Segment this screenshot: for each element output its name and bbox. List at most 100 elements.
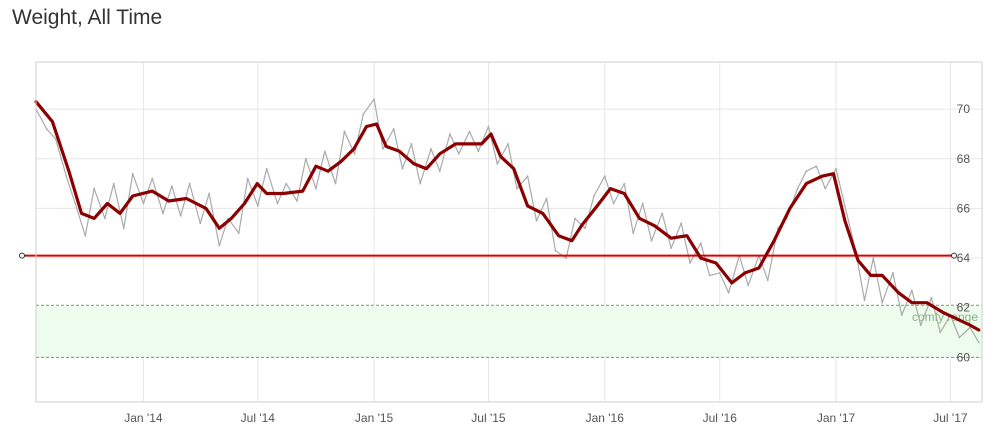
raw-weight-point: [872, 257, 875, 259]
goal-line[interactable]: [19, 252, 957, 259]
raw-weight-point: [487, 125, 490, 128]
raw-weight-point: [449, 133, 451, 135]
raw-weight-point: [727, 291, 730, 294]
raw-weight-point: [939, 331, 942, 334]
raw-weight-point: [468, 130, 471, 133]
raw-weight-point: [958, 336, 961, 339]
raw-weight-point: [208, 192, 211, 195]
raw-weight-point: [285, 182, 288, 185]
raw-weight-point: [93, 187, 96, 190]
raw-weight-point: [45, 128, 48, 130]
raw-weight-point: [142, 202, 145, 205]
raw-weight-point: [593, 195, 595, 197]
raw-weight-point: [641, 202, 644, 205]
raw-weight-point: [457, 152, 460, 155]
y-tick-label: 66: [957, 201, 971, 215]
raw-weight-point: [584, 227, 587, 230]
raw-weight-point: [930, 296, 933, 299]
raw-weight-point: [623, 182, 626, 185]
raw-weight-point: [334, 182, 337, 185]
raw-weight-point: [323, 150, 326, 153]
y-tick-label: 60: [957, 350, 971, 364]
raw-weight-point: [977, 341, 980, 344]
raw-weight-point: [881, 301, 884, 304]
raw-weight-point: [343, 130, 346, 133]
raw-weight-point: [565, 257, 568, 259]
target-band-fill: [36, 305, 982, 358]
raw-weight-point: [545, 197, 548, 200]
chart-title: Weight, All Time: [12, 6, 163, 29]
raw-weight-point: [766, 279, 769, 282]
y-tick-label: 62: [957, 301, 971, 315]
raw-weight-point: [515, 187, 518, 190]
raw-weight-point: [430, 147, 432, 150]
raw-weight-point: [796, 187, 799, 190]
raw-weight-point: [401, 167, 404, 170]
raw-weight-point: [382, 147, 384, 150]
x-tick-label: Jul '14: [241, 411, 276, 425]
raw-weight-point: [256, 205, 259, 207]
plot-frame: [35, 61, 983, 403]
raw-weight-point: [199, 222, 202, 225]
raw-weight-point: [824, 187, 827, 190]
goal-line-handle-left[interactable]: [19, 252, 25, 259]
raw-weight-point: [103, 217, 106, 220]
raw-weight-point: [315, 187, 317, 190]
y-tick-label: 68: [957, 152, 971, 166]
trend-line: [34, 100, 981, 332]
x-tick-label: Jan '14: [124, 411, 163, 425]
raw-weight-point: [246, 177, 249, 180]
raw-weight-point: [218, 244, 221, 247]
raw-weight-point: [689, 262, 691, 264]
goal-line-handle-right[interactable]: [951, 252, 957, 259]
plot-border: [35, 61, 983, 403]
raw-weight-point: [507, 142, 509, 145]
x-tick-labels: Jan '14 Jul '14 Jan '15 Jul '15 Jan '16 Jul '…: [124, 411, 968, 425]
raw-weight-point: [496, 162, 499, 165]
x-tick-label: Jul '15: [471, 411, 506, 425]
y-tick-label: 70: [957, 102, 971, 116]
y-tick-labels: 60 62 64 66 68 70: [957, 102, 971, 364]
x-tick-label: Jul '16: [703, 411, 738, 425]
raw-weight-point: [574, 217, 576, 220]
raw-weight-point: [362, 113, 365, 116]
raw-weight-point: [179, 214, 182, 217]
trend-series: [34, 100, 981, 332]
raw-weight-point: [131, 172, 134, 175]
raw-weight-point: [54, 138, 57, 140]
raw-weight-point: [237, 232, 240, 235]
x-tick-label: Jan '16: [586, 411, 625, 425]
raw-weight-point: [805, 170, 808, 173]
raw-weight-point: [151, 177, 154, 180]
target-band: comfy range: [36, 304, 982, 358]
x-tick-label: Jan '15: [355, 411, 394, 425]
raw-weight-point: [296, 200, 298, 202]
raw-weight-point: [304, 157, 307, 160]
raw-weight-point: [112, 182, 115, 185]
raw-weight-point: [603, 175, 606, 178]
raw-weight-point: [661, 212, 664, 215]
raw-weight-point: [815, 165, 818, 168]
x-tick-label: Jan '17: [817, 411, 856, 425]
raw-weight-point: [632, 232, 635, 235]
raw-weight-point: [612, 202, 615, 205]
raw-weight-point: [122, 227, 125, 230]
raw-weight-point: [670, 247, 672, 250]
raw-weight-point: [835, 167, 837, 170]
raw-weight-point: [843, 205, 846, 207]
raw-weight-point: [699, 242, 702, 245]
raw-weight-point: [65, 175, 68, 178]
raw-weight-point: [526, 175, 529, 178]
raw-weight-point: [392, 128, 395, 130]
raw-weight-point: [747, 284, 750, 287]
raw-weight-point: [535, 219, 538, 222]
raw-weight-point: [276, 202, 279, 205]
raw-weight-point: [373, 98, 375, 101]
x-tick-label: Jul '17: [933, 411, 968, 425]
raw-weight-point: [650, 239, 653, 242]
raw-weight-point: [900, 314, 903, 317]
raw-weight-point: [680, 222, 683, 225]
raw-weight-point: [910, 289, 913, 292]
raw-weight-point: [477, 150, 480, 153]
y-tick-label: 64: [957, 251, 971, 265]
